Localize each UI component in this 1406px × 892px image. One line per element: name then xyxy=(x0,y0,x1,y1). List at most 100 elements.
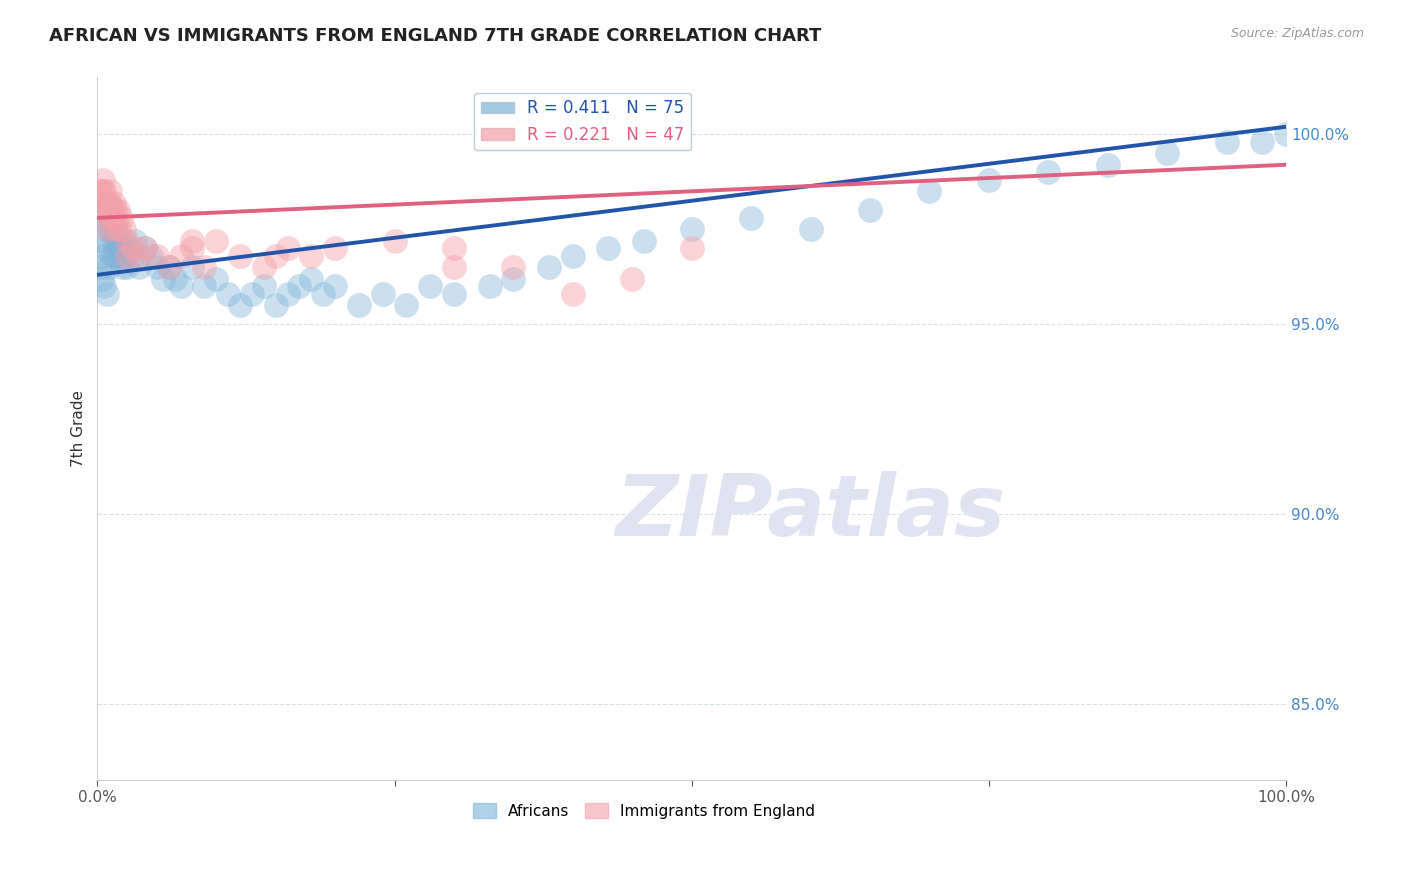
Point xyxy=(110,211,132,225)
Point xyxy=(134,241,156,255)
Point xyxy=(104,249,127,263)
Point xyxy=(128,260,150,275)
Point xyxy=(94,203,117,218)
Point xyxy=(1275,128,1298,142)
Point xyxy=(107,234,129,248)
Point xyxy=(157,260,180,275)
Point xyxy=(633,234,655,248)
Point xyxy=(681,241,703,255)
Point xyxy=(112,234,135,248)
Point xyxy=(152,271,174,285)
Point xyxy=(91,184,114,198)
Point xyxy=(100,203,122,218)
Point xyxy=(105,211,128,225)
Point xyxy=(1097,158,1119,172)
Point xyxy=(502,271,524,285)
Point xyxy=(104,241,127,255)
Text: ZIPatlas: ZIPatlas xyxy=(616,471,1005,554)
Point xyxy=(91,234,114,248)
Point xyxy=(443,241,465,255)
Point xyxy=(93,184,115,198)
Point xyxy=(103,195,125,210)
Point xyxy=(122,241,145,255)
Point xyxy=(124,234,146,248)
Point xyxy=(91,173,114,187)
Point xyxy=(561,249,583,263)
Point xyxy=(118,241,141,255)
Point xyxy=(104,203,127,218)
Point xyxy=(181,234,204,248)
Point xyxy=(100,211,122,225)
Point xyxy=(104,222,127,236)
Point xyxy=(799,222,821,236)
Point xyxy=(478,279,501,293)
Point xyxy=(240,286,263,301)
Point xyxy=(537,260,560,275)
Point xyxy=(193,260,215,275)
Point xyxy=(93,279,115,293)
Point xyxy=(146,260,169,275)
Point xyxy=(111,260,134,275)
Point xyxy=(859,203,882,218)
Point xyxy=(101,211,124,225)
Point xyxy=(217,286,239,301)
Point xyxy=(264,298,287,312)
Point xyxy=(253,260,276,275)
Point xyxy=(115,234,138,248)
Point xyxy=(98,222,121,236)
Point xyxy=(561,286,583,301)
Point xyxy=(90,195,112,210)
Point xyxy=(91,211,114,225)
Point xyxy=(502,260,524,275)
Point xyxy=(299,249,322,263)
Point xyxy=(114,249,136,263)
Point xyxy=(98,260,121,275)
Point xyxy=(94,195,117,210)
Point xyxy=(139,249,162,263)
Point xyxy=(98,195,121,210)
Point xyxy=(264,249,287,263)
Point xyxy=(107,241,129,255)
Point xyxy=(229,249,252,263)
Point xyxy=(96,241,118,255)
Point xyxy=(181,260,204,275)
Point xyxy=(146,249,169,263)
Text: Source: ZipAtlas.com: Source: ZipAtlas.com xyxy=(1230,27,1364,40)
Point xyxy=(100,249,122,263)
Point xyxy=(105,222,128,236)
Point xyxy=(347,298,370,312)
Point xyxy=(115,249,138,263)
Point xyxy=(681,222,703,236)
Point xyxy=(169,249,191,263)
Point xyxy=(93,222,115,236)
Point xyxy=(103,234,125,248)
Point xyxy=(108,249,131,263)
Point xyxy=(395,298,418,312)
Point xyxy=(229,298,252,312)
Point xyxy=(621,271,644,285)
Legend: Africans, Immigrants from England: Africans, Immigrants from England xyxy=(467,797,821,824)
Point xyxy=(90,260,112,275)
Point xyxy=(96,222,118,236)
Point xyxy=(371,286,394,301)
Point xyxy=(115,260,138,275)
Point xyxy=(193,279,215,293)
Point xyxy=(122,249,145,263)
Point xyxy=(977,173,1000,187)
Point xyxy=(98,203,121,218)
Point xyxy=(205,234,228,248)
Point xyxy=(384,234,406,248)
Point xyxy=(169,279,191,293)
Point xyxy=(598,241,620,255)
Point xyxy=(1038,165,1060,179)
Point xyxy=(100,184,122,198)
Text: AFRICAN VS IMMIGRANTS FROM ENGLAND 7TH GRADE CORRELATION CHART: AFRICAN VS IMMIGRANTS FROM ENGLAND 7TH G… xyxy=(49,27,821,45)
Point xyxy=(181,241,204,255)
Point xyxy=(323,241,346,255)
Y-axis label: 7th Grade: 7th Grade xyxy=(72,390,86,467)
Point xyxy=(101,222,124,236)
Point xyxy=(91,249,114,263)
Point xyxy=(91,271,114,285)
Point xyxy=(97,211,120,225)
Point xyxy=(443,260,465,275)
